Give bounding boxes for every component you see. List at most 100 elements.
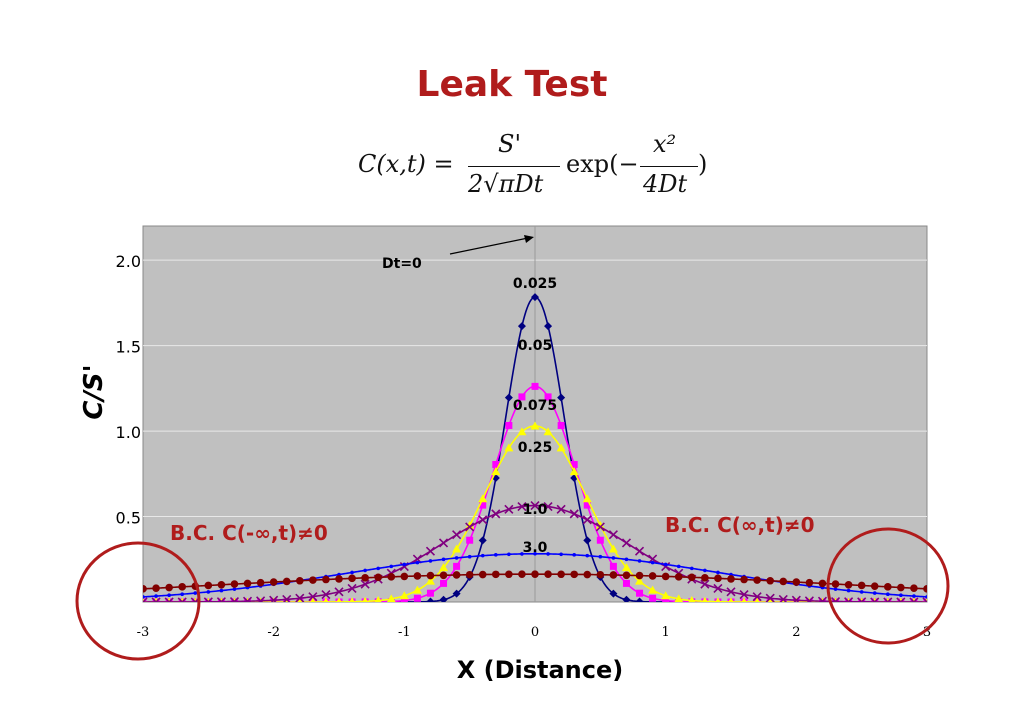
data-point [595, 520, 605, 529]
data-point [452, 589, 461, 598]
y-axis-label: C/S' [79, 364, 109, 419]
data-point [765, 593, 775, 602]
data-point [492, 570, 500, 579]
data-point [650, 560, 655, 565]
data-point [883, 597, 893, 602]
data-point [517, 427, 527, 436]
data-point [203, 597, 213, 602]
data-point [700, 579, 710, 589]
data-point [269, 595, 279, 602]
data-point [439, 563, 449, 572]
data-point [143, 585, 147, 593]
data-point [400, 572, 409, 581]
data-point [741, 597, 747, 602]
bc-right-label: B.C. C(∞,t)≠0 [665, 513, 815, 537]
data-point [559, 552, 563, 557]
data-point [766, 576, 774, 585]
data-point [374, 596, 382, 602]
y-tick-label: 0.5 [116, 509, 141, 528]
data-point [716, 570, 720, 575]
data-point [844, 597, 854, 602]
data-point [543, 427, 553, 436]
data-point [569, 467, 579, 476]
data-point [533, 551, 537, 556]
data-point [402, 562, 407, 567]
bc-left-label: B.C. C(-∞,t)≠0 [170, 521, 328, 545]
data-point [622, 571, 631, 580]
formula-exp-fraction-bar [640, 166, 698, 167]
data-point [425, 546, 436, 556]
data-point [478, 494, 488, 503]
data-point [713, 583, 723, 593]
data-point [739, 589, 749, 600]
x-tick-label: -3 [137, 625, 150, 640]
data-point [282, 594, 292, 602]
data-point [323, 597, 329, 602]
data-point [886, 592, 890, 597]
data-point [349, 597, 355, 602]
data-point [912, 594, 916, 598]
data-point [491, 509, 501, 519]
data-point [399, 591, 409, 600]
data-point [206, 590, 211, 594]
y-tick-label: 1.5 [116, 338, 141, 357]
series-label: 1.0 [523, 502, 548, 518]
data-point [635, 576, 645, 585]
x-axis-label: X (Distance) [457, 656, 624, 684]
data-point [570, 461, 578, 469]
data-point [728, 597, 734, 602]
series-label: 3.0 [523, 540, 548, 556]
data-point [387, 573, 396, 581]
data-point [544, 393, 552, 401]
series-label: 0.075 [513, 398, 557, 414]
data-point [530, 501, 540, 511]
formula-numerator: S' [498, 130, 522, 158]
data-point [454, 556, 459, 560]
data-point [494, 553, 498, 557]
data-point [701, 596, 708, 602]
data-point [439, 595, 448, 602]
data-point [322, 575, 330, 584]
data-point [635, 571, 644, 580]
data-point [243, 579, 252, 588]
y-tick-label: 2.0 [116, 252, 141, 271]
data-point [348, 574, 356, 583]
data-point [216, 597, 226, 602]
data-point [478, 515, 488, 525]
data-point [792, 578, 801, 586]
data-point [859, 590, 864, 594]
data-point [726, 587, 736, 597]
series-label: 0.025 [513, 276, 557, 292]
data-point [636, 589, 644, 597]
data-point [608, 544, 618, 553]
data-point [544, 322, 553, 331]
data-point [621, 538, 632, 548]
data-point [363, 568, 367, 573]
data-point [296, 576, 304, 585]
data-point [844, 580, 853, 589]
data-point [347, 583, 357, 593]
data-point [570, 570, 578, 579]
data-point [335, 575, 343, 583]
data-point [441, 557, 446, 562]
formula-lhs: C(x,t) = [358, 150, 454, 178]
data-point [546, 552, 550, 556]
x-tick-label: -2 [267, 625, 280, 640]
data-point [295, 593, 305, 602]
data-point [518, 393, 526, 401]
data-point [872, 591, 877, 595]
data-point [661, 572, 670, 581]
data-point [520, 552, 524, 556]
x-tick-label: 0 [531, 625, 539, 640]
data-point [703, 568, 707, 573]
data-point [846, 588, 851, 593]
x-tick-label: 3 [923, 625, 931, 640]
data-point [714, 574, 722, 583]
data-point [413, 572, 422, 580]
data-point [219, 588, 224, 593]
bc-right-circle [826, 527, 950, 645]
data-point [467, 554, 472, 559]
data-point [478, 536, 487, 545]
data-point [569, 509, 579, 519]
